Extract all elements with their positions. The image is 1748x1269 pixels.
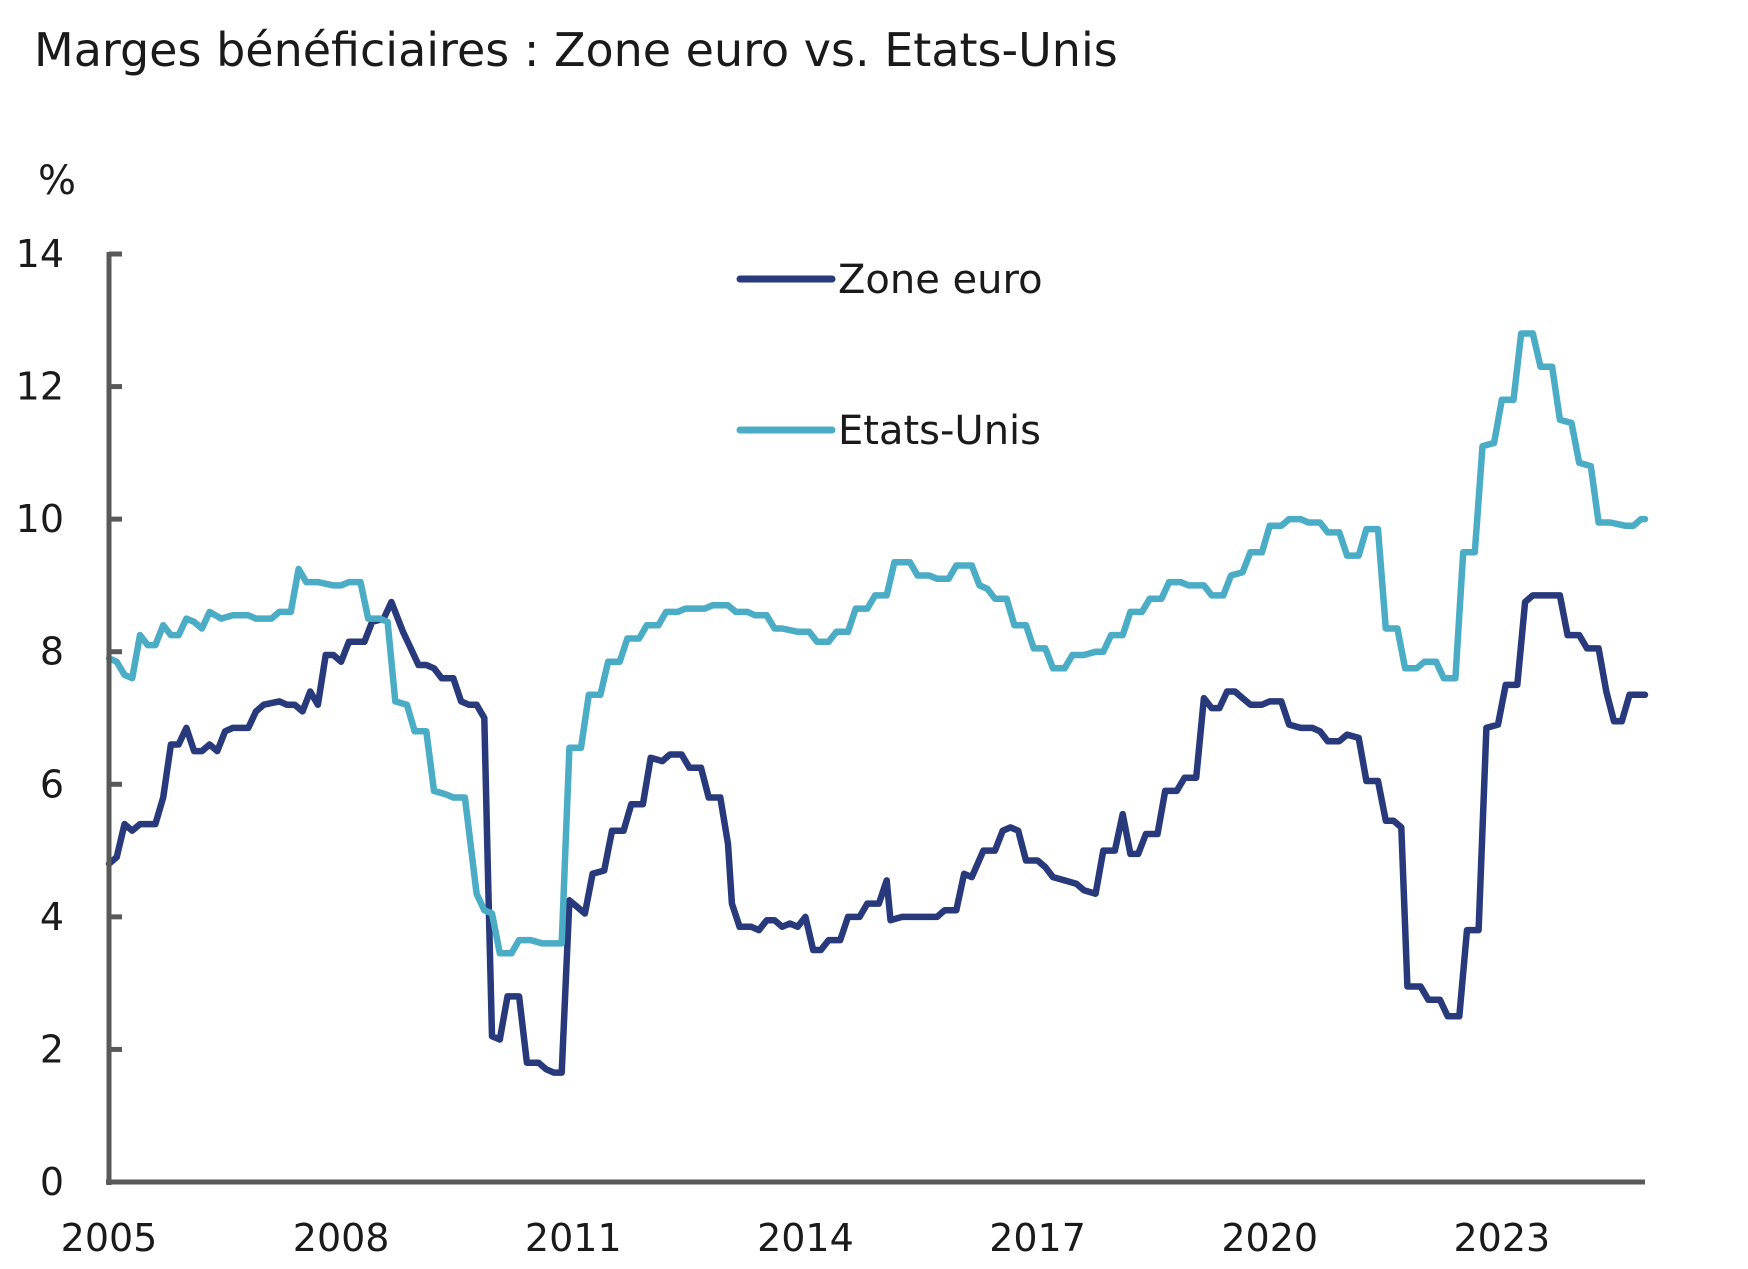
- legend: Zone euro Etats-Unis: [736, 257, 1043, 454]
- x-axis-ticks: 2005 2008 2011 2014 2017 2020 2023: [61, 1216, 1551, 1260]
- y-axis-unit-label: %: [38, 158, 76, 204]
- x-tick-label: 2017: [989, 1216, 1086, 1260]
- x-tick-label: 2008: [293, 1216, 390, 1260]
- x-tick-label: 2005: [61, 1216, 158, 1260]
- y-tick-label: 0: [40, 1160, 64, 1204]
- y-tick-label: 4: [40, 895, 64, 939]
- series-line-etats-unis: [105, 330, 1649, 957]
- y-tick-label: 10: [16, 497, 64, 541]
- y-tick-label: 6: [40, 762, 64, 806]
- x-tick-label: 2014: [757, 1216, 854, 1260]
- y-tick-label: 12: [16, 365, 64, 409]
- axes: [106, 251, 1645, 1185]
- y-tick-label: 8: [40, 630, 64, 674]
- x-tick-label: 2023: [1453, 1216, 1550, 1260]
- legend-label-etats-unis: Etats-Unis: [838, 408, 1041, 454]
- x-tick-label: 2011: [525, 1216, 622, 1260]
- legend-label-zone-euro: Zone euro: [838, 257, 1043, 303]
- series-line-zone-euro: [105, 592, 1649, 1076]
- y-tick-label: 14: [16, 232, 64, 276]
- series-layer: [105, 330, 1649, 1076]
- chart-title: Marges bénéficiaires : Zone euro vs. Eta…: [34, 23, 1118, 77]
- y-axis-ticks: 0 2 4 6 8 10 12 14: [16, 232, 64, 1204]
- x-tick-label: 2020: [1221, 1216, 1318, 1260]
- y-tick-label: 2: [40, 1027, 64, 1071]
